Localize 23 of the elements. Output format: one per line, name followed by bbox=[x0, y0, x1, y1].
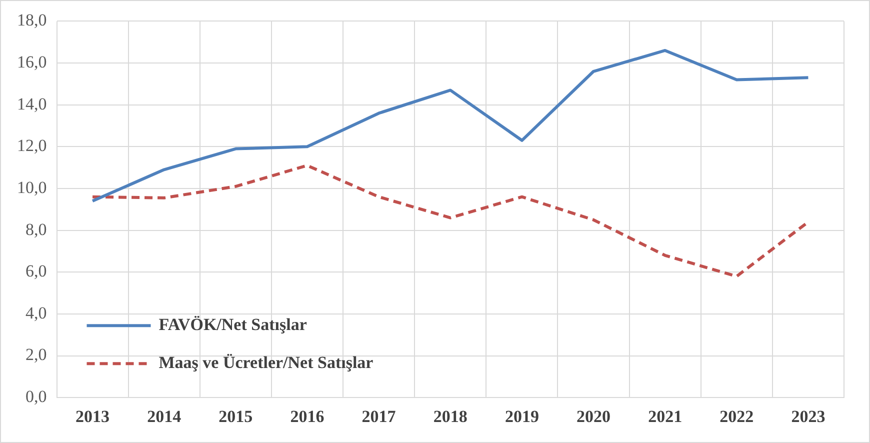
y-tick-label: 2,0 bbox=[26, 345, 47, 364]
x-tick-label: 2014 bbox=[147, 407, 182, 426]
x-tick-label: 2018 bbox=[433, 407, 468, 426]
x-tick-label: 2015 bbox=[218, 407, 253, 426]
y-tick-label: 18,0 bbox=[17, 10, 47, 30]
x-tick-label: 2021 bbox=[648, 407, 682, 426]
legend-label: FAVÖK/Net Satışlar bbox=[158, 314, 308, 334]
x-tick-label: 2022 bbox=[720, 407, 754, 426]
x-tick-label: 2020 bbox=[576, 407, 611, 426]
x-tick-label: 2023 bbox=[791, 407, 826, 426]
y-tick-label: 16,0 bbox=[17, 52, 47, 72]
y-tick-label: 0,0 bbox=[26, 387, 47, 406]
y-tick-label: 12,0 bbox=[17, 136, 47, 156]
y-tick-label: 8,0 bbox=[26, 220, 47, 239]
legend-label: Maaş ve Ücretler/Net Satışlar bbox=[158, 352, 374, 372]
x-tick-label: 2019 bbox=[504, 407, 539, 426]
x-tick-label: 2013 bbox=[76, 407, 110, 426]
x-tick-label: 2017 bbox=[362, 407, 396, 426]
x-tick-label: 2016 bbox=[290, 407, 324, 426]
y-tick-label: 14,0 bbox=[17, 94, 47, 114]
y-tick-label: 6,0 bbox=[26, 262, 47, 281]
y-tick-label: 4,0 bbox=[26, 303, 47, 322]
y-tick-label: 10,0 bbox=[17, 178, 47, 197]
